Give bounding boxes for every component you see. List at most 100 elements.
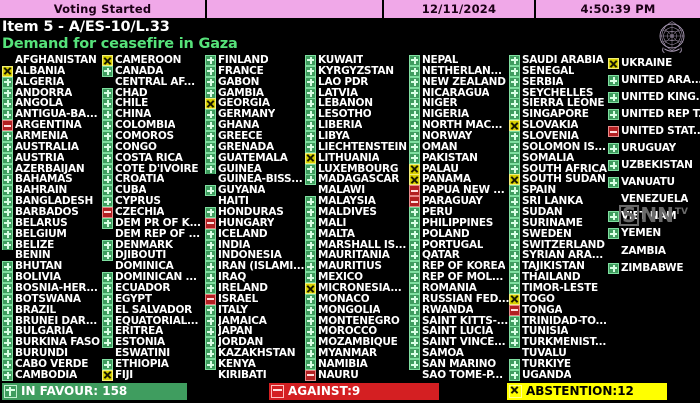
- country-vote-row: PARAGUAY: [409, 196, 509, 208]
- country-vote-row: JAPAN: [205, 326, 305, 338]
- country-name: MALI: [318, 217, 347, 229]
- country-name: TURKMENIST...: [522, 337, 607, 349]
- country-name: MONTENEGRO: [318, 315, 400, 327]
- country-vote-row: TÜRKİYE: [509, 359, 608, 370]
- country-vote-row: MALAWI: [305, 185, 409, 196]
- country-name: NEPAL: [422, 55, 459, 66]
- country-name: PERU: [422, 207, 453, 218]
- country-name: MEXICO: [318, 272, 363, 284]
- vote-yes-icon: [509, 283, 520, 294]
- country-name: DEM REP OF ...: [115, 228, 200, 240]
- vote-yes-icon: [509, 337, 520, 349]
- vote-yes-icon: [205, 109, 216, 121]
- country-name: PORTUGAL: [422, 239, 484, 251]
- country-name: TIMOR-LESTE: [522, 283, 598, 294]
- country-vote-row: ALBANIA: [2, 65, 102, 77]
- country-name: SINGAPORE: [522, 109, 589, 121]
- country-name: NICARAGUA: [422, 87, 490, 99]
- country-name: SPAIN: [522, 185, 556, 197]
- vote-yes-icon: [509, 250, 520, 262]
- vote-yes-icon: [305, 55, 316, 66]
- country-name: KIRIBATI: [218, 369, 267, 381]
- country-name: HONDURAS: [218, 207, 284, 218]
- country-name: PAKISTAN: [422, 152, 478, 164]
- vote-none-icon: [205, 174, 216, 185]
- country-vote-row: EL SALVADOR: [102, 304, 205, 316]
- vote-yes-icon: [102, 131, 113, 142]
- country-vote-row: SEYCHELLES: [509, 87, 608, 99]
- vote-yes-icon: [2, 304, 13, 316]
- country-name: ANTIGUA-BA...: [15, 109, 98, 121]
- vote-none-icon: [409, 370, 420, 381]
- country-vote-row: ZAMBIA: [608, 243, 700, 260]
- country-name: COLOMBIA: [115, 120, 176, 132]
- vote-yes-icon: [409, 141, 420, 153]
- country-name: HAITI: [218, 196, 249, 208]
- country-name: NETHERLAN...: [422, 65, 502, 77]
- vote-yes-icon: [608, 160, 619, 172]
- country-name: OMAN: [422, 141, 458, 153]
- country-name: NORWAY: [422, 131, 473, 142]
- country-name: COSTA RICA: [115, 152, 183, 164]
- in-favour-icon: [4, 384, 17, 398]
- vote-yes-icon: [2, 207, 13, 218]
- country-vote-row: BOLIVIA: [2, 272, 102, 284]
- country-vote-row: UKRAINE: [608, 55, 700, 72]
- country-name: REP OF MOL...: [422, 272, 504, 284]
- vote-yes-icon: [509, 272, 520, 284]
- country-name: IRELAND: [218, 283, 268, 294]
- country-name: TRINIDAD-TO...: [522, 315, 607, 327]
- vote-yes-icon: [102, 196, 113, 208]
- vote-yes-icon: [305, 217, 316, 229]
- country-name: ARMENIA: [15, 131, 68, 142]
- country-vote-row: VENEZUELA: [608, 191, 700, 208]
- country-name: UNITED KING...: [621, 92, 700, 104]
- country-vote-row: MALTA: [305, 228, 409, 240]
- country-vote-row: SERBIA: [509, 76, 608, 88]
- vote-none-icon: [305, 185, 316, 196]
- vote-yes-icon: [608, 75, 619, 87]
- country-name: ESWATINI: [115, 348, 170, 360]
- country-vote-row: MOZAMBIQUE: [305, 337, 409, 349]
- vote-column-5: NEPAL NETHERLAN... NEW ZEALAND NICARAGUA NIG…: [409, 55, 509, 381]
- country-name: PAPUA NEW ...: [422, 185, 505, 197]
- against-label: AGAINST:9: [288, 384, 361, 398]
- country-name: BENIN: [15, 250, 51, 262]
- country-name: BOSNIA-HER...: [15, 283, 98, 294]
- vote-yes-icon: [305, 228, 316, 240]
- country-vote-row: MOROCCO: [305, 326, 409, 338]
- vote-yes-icon: [205, 141, 216, 153]
- country-name: GUYANA: [218, 185, 266, 197]
- country-vote-row: NIGERIA: [409, 109, 509, 121]
- vote-yes-icon: [509, 163, 520, 175]
- vote-yes-icon: [102, 98, 113, 110]
- country-vote-row: TOGO: [509, 293, 608, 305]
- country-name: MARSHALL IS...: [318, 239, 407, 251]
- against-icon: [271, 384, 284, 398]
- vote-yes-icon: [205, 207, 216, 218]
- country-vote-row: AFGHANISTAN: [2, 55, 102, 66]
- country-vote-row: SLOVENIA: [509, 131, 608, 142]
- country-vote-row: TIMOR-LESTE: [509, 283, 608, 294]
- vote-yes-icon: [205, 359, 216, 370]
- country-name: BAHAMAS: [15, 174, 73, 186]
- vote-yes-icon: [409, 207, 420, 218]
- vote-yes-icon: [205, 250, 216, 262]
- country-name: YEMEN: [621, 228, 661, 240]
- vote-yes-icon: [305, 98, 316, 110]
- country-name: SAO TOME-P...: [422, 369, 503, 381]
- country-vote-row: NEPAL: [409, 55, 509, 66]
- country-vote-row: CUBA: [102, 185, 205, 197]
- vote-abstain-icon: [409, 163, 420, 175]
- country-vote-row: GEORGIA: [205, 98, 305, 110]
- country-name: CONGO: [115, 141, 157, 153]
- vote-yes-icon: [305, 359, 316, 370]
- vote-yes-icon: [2, 283, 13, 294]
- country-vote-row: RWANDA: [409, 304, 509, 316]
- country-vote-row: ETHIOPIA: [102, 359, 205, 370]
- vote-no-icon: [102, 207, 113, 218]
- country-name: NIGERIA: [422, 109, 469, 121]
- vote-yes-icon: [102, 120, 113, 132]
- country-vote-row: NAMIBIA: [305, 359, 409, 370]
